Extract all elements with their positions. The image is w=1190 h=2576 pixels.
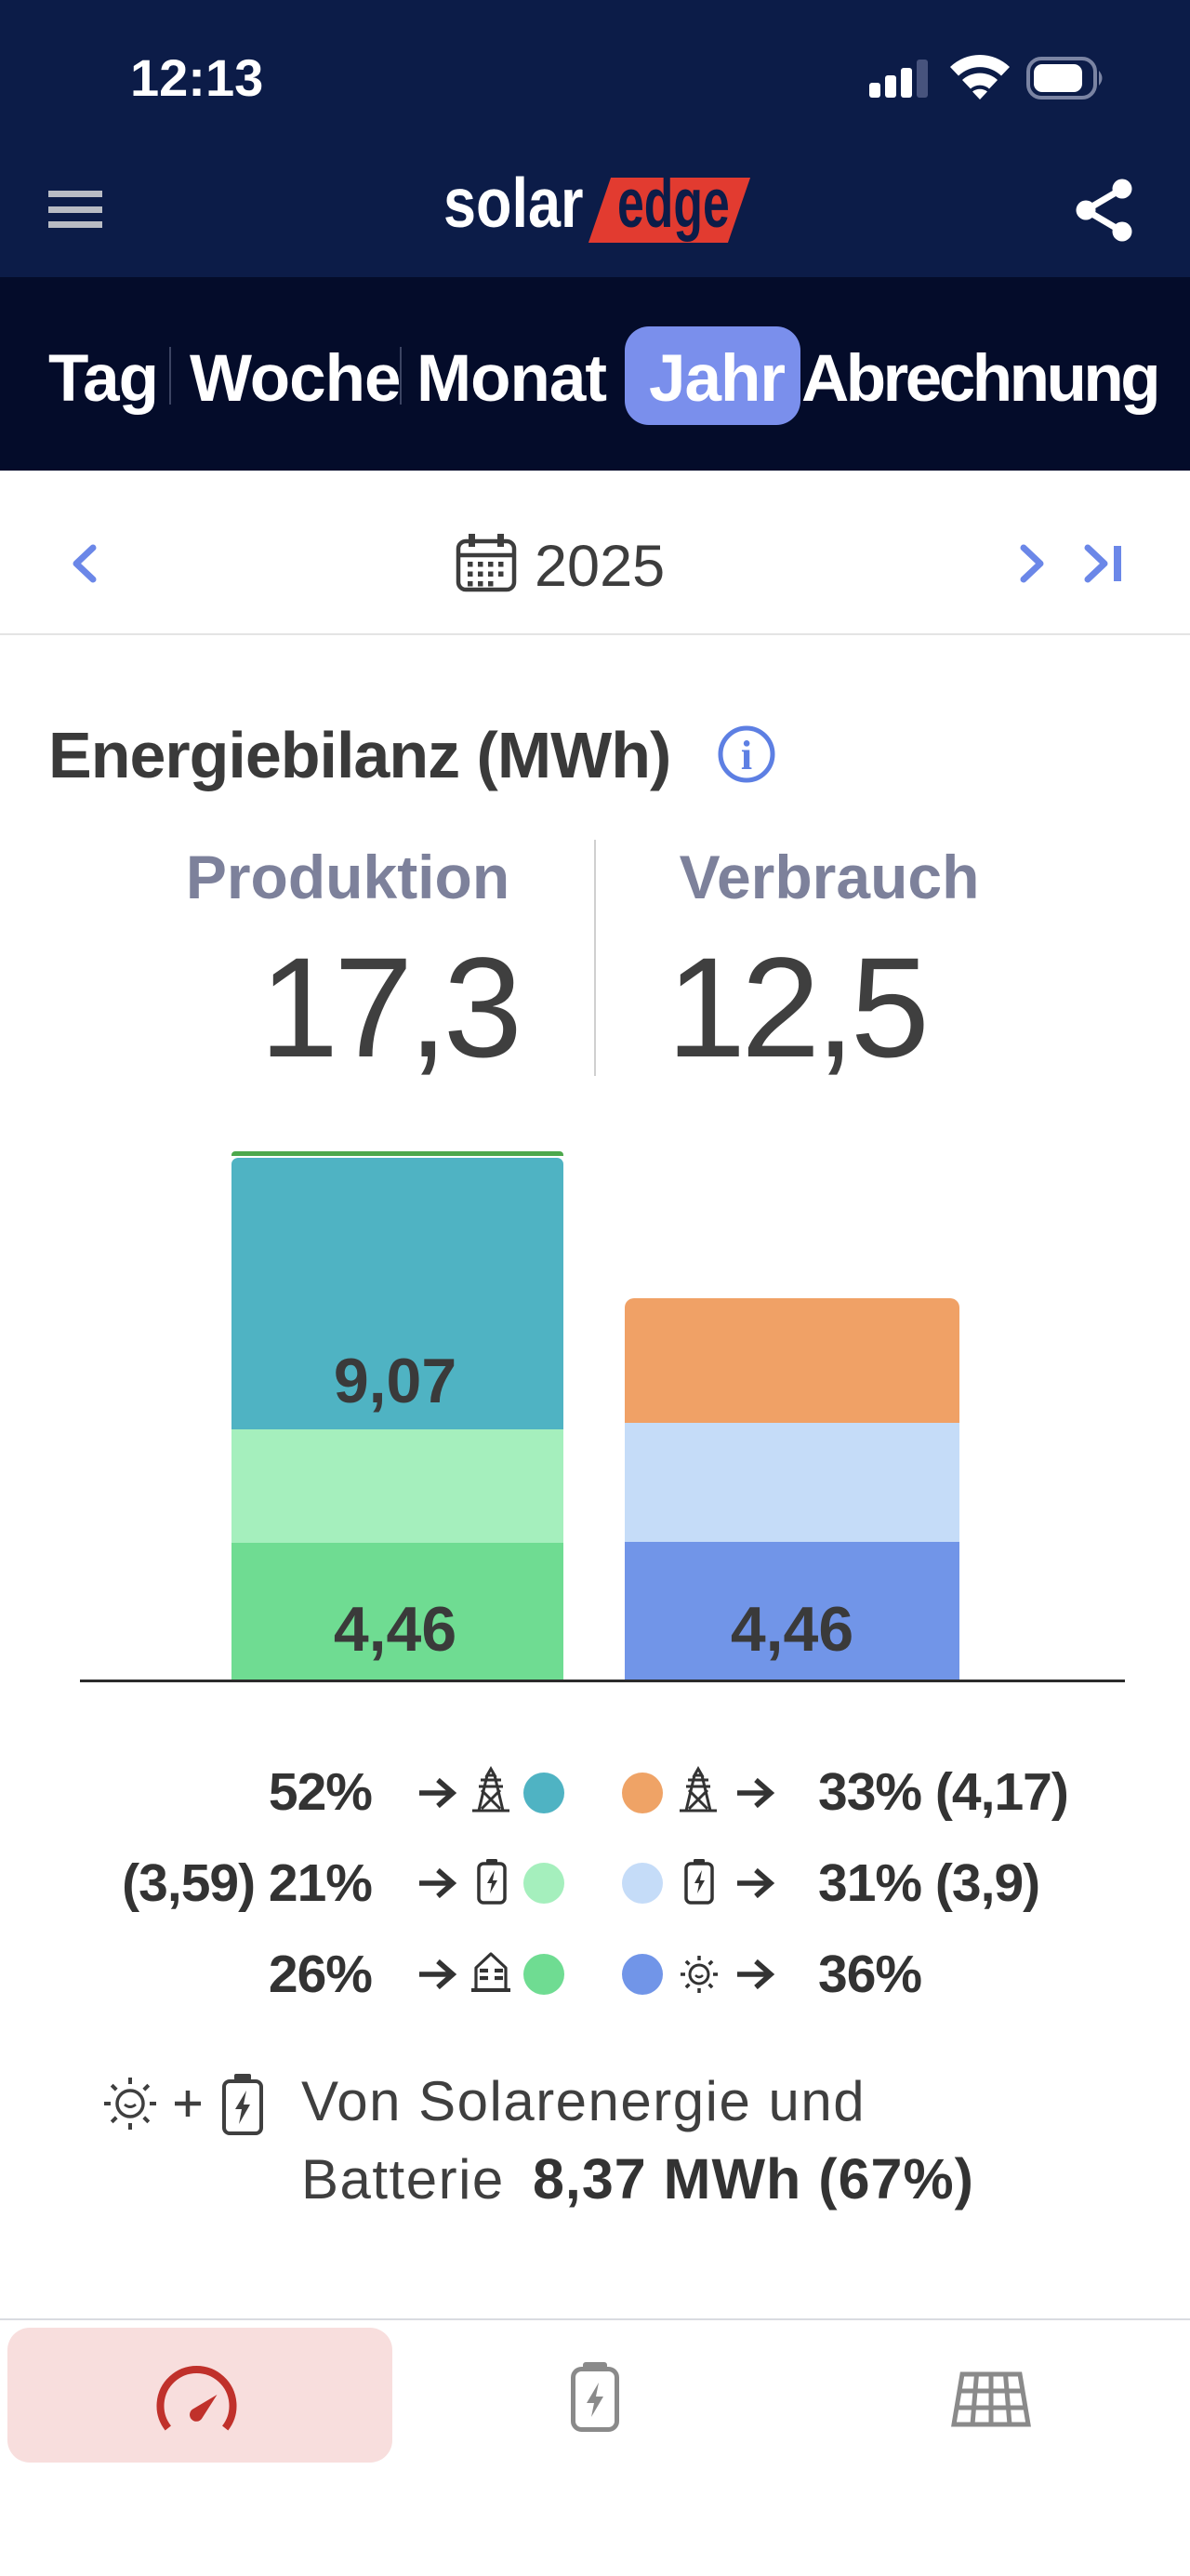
svg-text:i: i: [741, 733, 752, 778]
